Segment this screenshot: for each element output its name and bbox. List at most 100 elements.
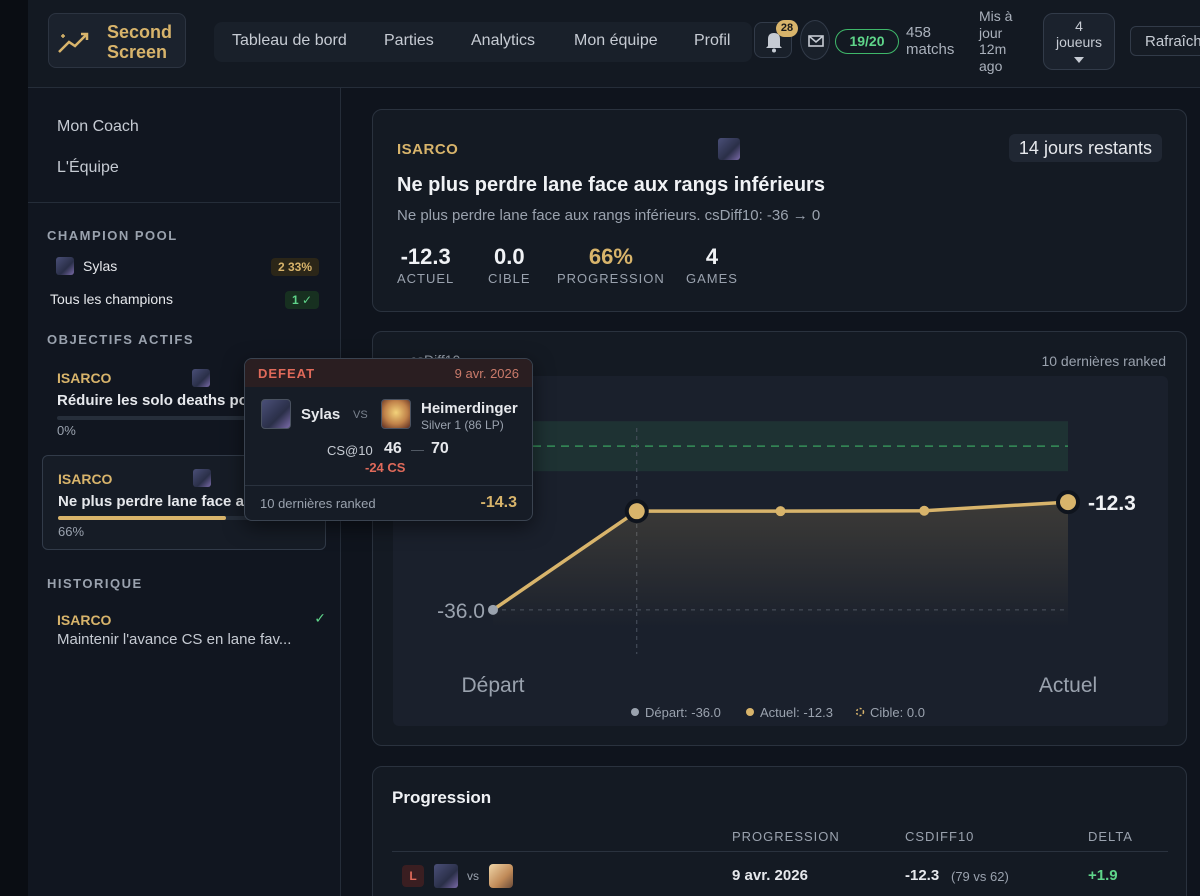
champion-portrait (261, 399, 291, 429)
tooltip-vs: VS (353, 409, 368, 421)
tooltip-cs-self: 46 (384, 440, 402, 457)
col-header-delta: DELTA (1088, 829, 1133, 844)
objective-owner: ISARCO (58, 471, 113, 487)
tooltip-header (245, 359, 532, 387)
trend-icon (58, 32, 89, 53)
x-tick-label: Actuel (1039, 674, 1097, 697)
history-owner: ISARCO (57, 612, 112, 628)
refresh-button[interactable]: Rafraîchir (1130, 26, 1200, 56)
champion-avatar (434, 864, 458, 888)
top-navigation: Second Screen Tableau de bord Parties An… (28, 0, 1200, 88)
tooltip-cs-opp: 70 (431, 440, 449, 457)
opponent-avatar (489, 864, 513, 888)
goal-title: Ne plus perdre lane face aux rangs infér… (397, 174, 825, 196)
players-dropdown[interactable]: 4 joueurs (1043, 13, 1115, 70)
data-point (775, 506, 786, 517)
match-ratio-badge: 19/20 (835, 29, 899, 54)
sidebar-divider (28, 202, 341, 203)
match-count: 458 matchs (906, 24, 955, 58)
stat-label: PROGRESSION (557, 271, 665, 286)
sidebar-link-team[interactable]: L'Équipe (57, 159, 119, 176)
stat-value: -12.3 (400, 244, 451, 269)
pool-item-sylas[interactable]: Sylas 2 33% (28, 255, 341, 279)
last-updated: Mis à jour 12m ago (979, 8, 1013, 74)
history-item[interactable]: ISARCO ✓ Maintenir l'avance CS en lane f… (42, 610, 326, 654)
opponent-portrait (381, 399, 411, 429)
days-left-badge: 14 jours restants (1008, 134, 1162, 162)
pool-item-all[interactable]: Tous les champions 1 ✓ (28, 288, 341, 312)
data-point (919, 505, 930, 516)
progression-title: Progression (392, 788, 492, 807)
pool-badge: 2 33% (270, 258, 319, 276)
result-badge: L (402, 865, 424, 887)
pool-all-label: Tous les champions (50, 291, 173, 307)
nav-my-team[interactable]: Mon équipe (574, 32, 658, 49)
mail-icon (808, 35, 824, 47)
history-heading: HISTORIQUE (47, 576, 143, 591)
legend-swatch (746, 708, 754, 716)
nav-games[interactable]: Parties (384, 32, 434, 49)
stat-progress: 66% PROGRESSION (557, 244, 665, 286)
window-gutter (0, 0, 28, 896)
brand-name: Second Screen (107, 22, 173, 62)
objective-title: Réduire les solo deaths pour… (57, 392, 278, 409)
table-divider (392, 851, 1168, 852)
goal-card: ISARCO 14 jours restants Ne plus perdre … (372, 109, 1187, 312)
tooltip-footer-label: 10 dernières ranked (260, 496, 376, 511)
stat-label: ACTUEL (397, 271, 455, 286)
row-csdiff-detail: (79 vs 62) (951, 869, 1009, 884)
objective-progress-label: 0% (57, 423, 76, 438)
champion-avatar (56, 257, 74, 275)
stat-label: CIBLE (488, 271, 531, 286)
col-header-progression: PROGRESSION (732, 829, 840, 844)
stat-current: -12.3 ACTUEL (397, 244, 454, 286)
nav-analytics[interactable]: Analytics (471, 32, 536, 49)
tooltip-cs-label: CS@10 (327, 443, 373, 458)
data-point (624, 499, 649, 524)
stat-value: 66% (588, 244, 633, 269)
objective-avatar (192, 369, 210, 387)
col-header-csdiff: CSDIFF10 (905, 829, 975, 844)
notification-badge: 28 (776, 20, 798, 37)
legend-swatch (631, 708, 639, 716)
tooltip-champion: Sylas (301, 406, 341, 423)
messages-button[interactable] (800, 20, 830, 60)
nav-profile[interactable]: Profil (694, 32, 731, 49)
legend-entry: Actuel: -12.3 (760, 705, 833, 720)
tooltip-footer-value: -14.3 (480, 494, 517, 511)
brand-logo[interactable]: Second Screen (48, 13, 186, 68)
chevron-down-icon (1074, 57, 1084, 63)
row-delta: +1.9 (1088, 867, 1118, 884)
nav-dashboard[interactable]: Tableau de bord (232, 32, 347, 49)
tooltip-divider (245, 485, 532, 486)
check-icon: ✓ (314, 610, 326, 626)
table-row[interactable]: L vs 9 avr. 2026 -12.3 (79 vs 62) +1.9 (373, 767, 1188, 896)
stat-target: 0.0 CIBLE (488, 244, 531, 286)
start-value-label: -36.0 (437, 600, 485, 623)
bell-icon (766, 33, 782, 53)
data-point (488, 604, 498, 615)
objective-progress-label: 66% (58, 524, 85, 539)
notifications-button[interactable]: 28 (754, 20, 798, 58)
row-date: 9 avr. 2026 (732, 867, 808, 884)
objective-owner: ISARCO (57, 370, 112, 386)
end-value-label: -12.3 (1088, 492, 1136, 515)
objective-progress-fill (58, 516, 226, 520)
tooltip-opponent-rank: Silver 1 (86 LP) (421, 418, 504, 432)
tooltip-opponent: Heimerdinger (421, 400, 518, 417)
tooltip-date: 9 avr. 2026 (454, 366, 519, 381)
pool-all-badge: 1 ✓ (284, 291, 319, 309)
data-point (1056, 490, 1080, 515)
series-area (493, 502, 1068, 628)
active-objectives-heading: OBJECTIFS ACTIFS (47, 332, 195, 347)
x-tick-label: Départ (461, 674, 524, 697)
goal-avatar (718, 138, 740, 160)
players-label: 4 joueurs (1056, 18, 1102, 50)
goal-owner: ISARCO (397, 141, 459, 158)
tooltip-cs-sep: — (411, 442, 424, 457)
stat-value: 0.0 (493, 244, 525, 269)
stat-games: 4 GAMES (686, 244, 738, 286)
objective-item[interactable]: ISARCO Réduire les solo deaths pour… 0% (42, 364, 326, 440)
sidebar-link-my-coach[interactable]: Mon Coach (57, 118, 139, 135)
progression-card: Progression PROGRESSION CSDIFF10 DELTA L… (372, 766, 1187, 896)
